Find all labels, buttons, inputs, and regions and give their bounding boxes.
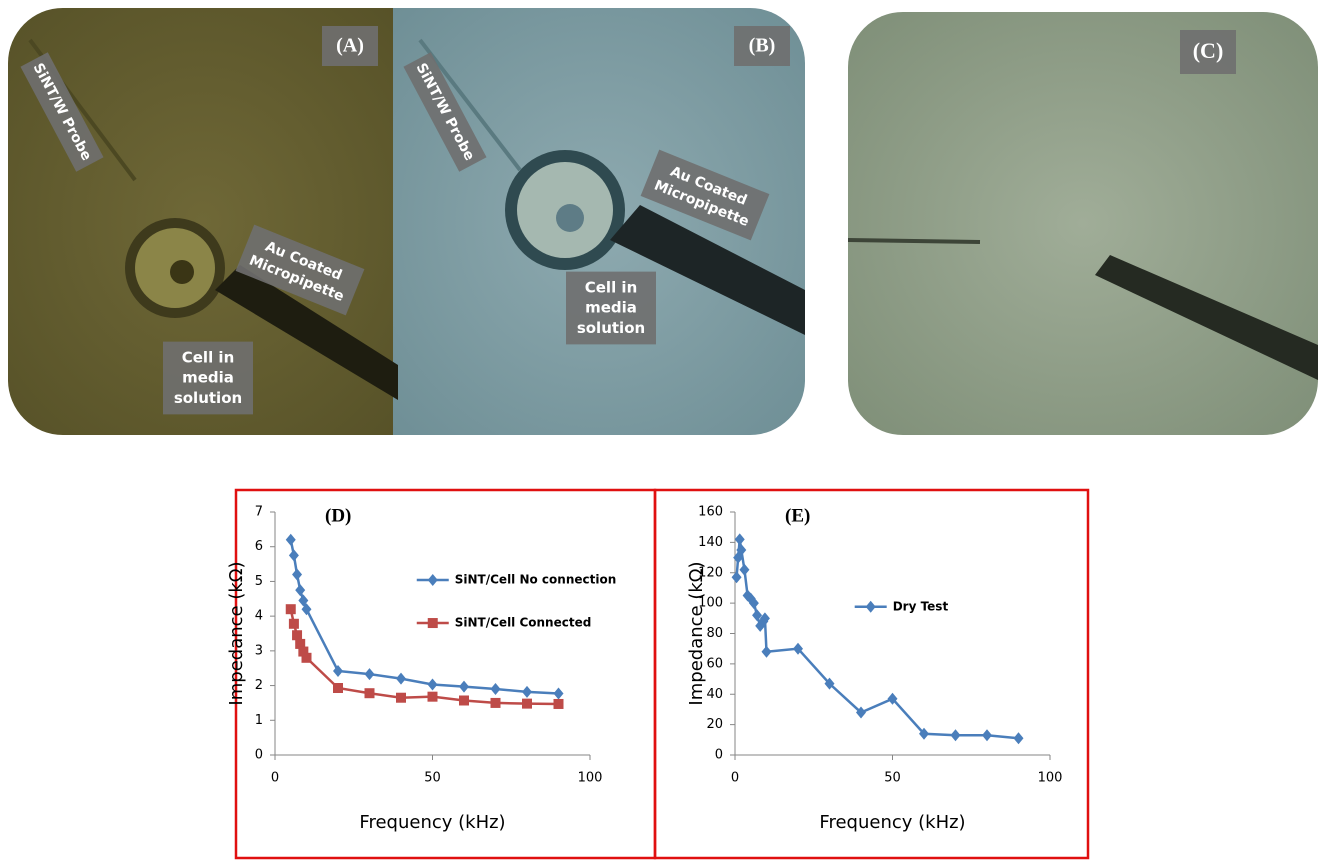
panel-label: (B) (734, 26, 790, 66)
y-tick-label: 140 (698, 535, 723, 550)
marker (459, 681, 469, 693)
annotation-text: solution (174, 389, 242, 407)
y-tick-label: 0 (715, 748, 723, 763)
marker (292, 568, 302, 580)
x-tick-label: 100 (1038, 771, 1063, 786)
marker (491, 698, 501, 708)
marker (365, 688, 375, 698)
legend-label: Dry Test (893, 599, 949, 613)
marker (365, 668, 375, 680)
annotation-text: Cell in (585, 278, 638, 296)
y-axis-label: Impedance (kΩ) (686, 561, 707, 705)
panel-label: (D) (325, 505, 351, 526)
figure: (A)SiNT/W ProbeAu CoatedMicropipetteCell… (0, 0, 1325, 860)
y-tick-label: 7 (255, 505, 263, 520)
marker (735, 533, 745, 545)
marker (459, 695, 469, 705)
y-tick-label: 2 (255, 678, 263, 693)
x-tick-label: 0 (731, 771, 739, 786)
marker (302, 653, 312, 663)
y-tick-label: 4 (255, 609, 263, 624)
marker (982, 729, 992, 741)
annotation-text: media (182, 369, 234, 387)
y-tick-label: 60 (706, 656, 723, 671)
marker (554, 699, 564, 709)
marker (396, 693, 406, 703)
marker (522, 699, 532, 709)
y-tick-label: 5 (255, 574, 263, 589)
frame-d (236, 490, 655, 858)
marker (396, 673, 406, 685)
marker (333, 683, 343, 693)
x-axis-label: Frequency (kHz) (359, 812, 505, 833)
annotation: Cell in media solution (163, 342, 253, 415)
marker (295, 584, 305, 596)
y-axis-label: Impedance (kΩ) (226, 561, 247, 705)
panel-label: (E) (785, 505, 810, 526)
panel-label: (A) (322, 26, 378, 66)
x-tick-label: 100 (578, 771, 603, 786)
marker (951, 729, 961, 741)
x-tick-label: 0 (271, 771, 279, 786)
y-tick-label: 6 (255, 539, 263, 554)
series-line (737, 539, 1019, 738)
marker (491, 683, 501, 695)
marker (762, 646, 772, 658)
y-tick-label: 20 (706, 717, 723, 732)
panel-label: (C) (1180, 30, 1236, 74)
marker (292, 630, 302, 640)
marker (428, 679, 438, 691)
annotation: Cell in media solution (566, 272, 656, 345)
y-tick-label: 0 (255, 748, 263, 763)
x-tick-label: 50 (424, 771, 441, 786)
x-tick-label: 50 (884, 771, 901, 786)
x-axis-label: Frequency (kHz) (819, 812, 965, 833)
annotation-text: media (585, 299, 637, 317)
marker (289, 549, 299, 561)
y-tick-label: 1 (255, 713, 263, 728)
annotation-text: Cell in (182, 348, 235, 366)
panel-label-text: (B) (749, 35, 776, 57)
legend-label: SiNT/Cell Connected (455, 616, 592, 630)
marker (1014, 732, 1024, 744)
legend-marker (428, 574, 438, 586)
y-tick-label: 80 (706, 626, 723, 641)
marker (739, 564, 749, 576)
legend-label: SiNT/Cell No connection (455, 573, 617, 587)
panel-label-text: (A) (336, 35, 364, 57)
marker (286, 604, 296, 614)
marker (286, 534, 296, 546)
marker (428, 692, 438, 702)
image-c (848, 12, 1318, 435)
marker (289, 619, 299, 629)
legend-marker (866, 601, 876, 613)
y-tick-label: 40 (706, 687, 723, 702)
legend-marker (428, 618, 438, 628)
y-tick-label: 160 (698, 505, 723, 520)
annotation-text: solution (577, 319, 645, 337)
y-tick-label: 3 (255, 643, 263, 658)
panel-label-text: (C) (1193, 38, 1224, 63)
marker (522, 686, 532, 698)
marker (554, 688, 564, 700)
